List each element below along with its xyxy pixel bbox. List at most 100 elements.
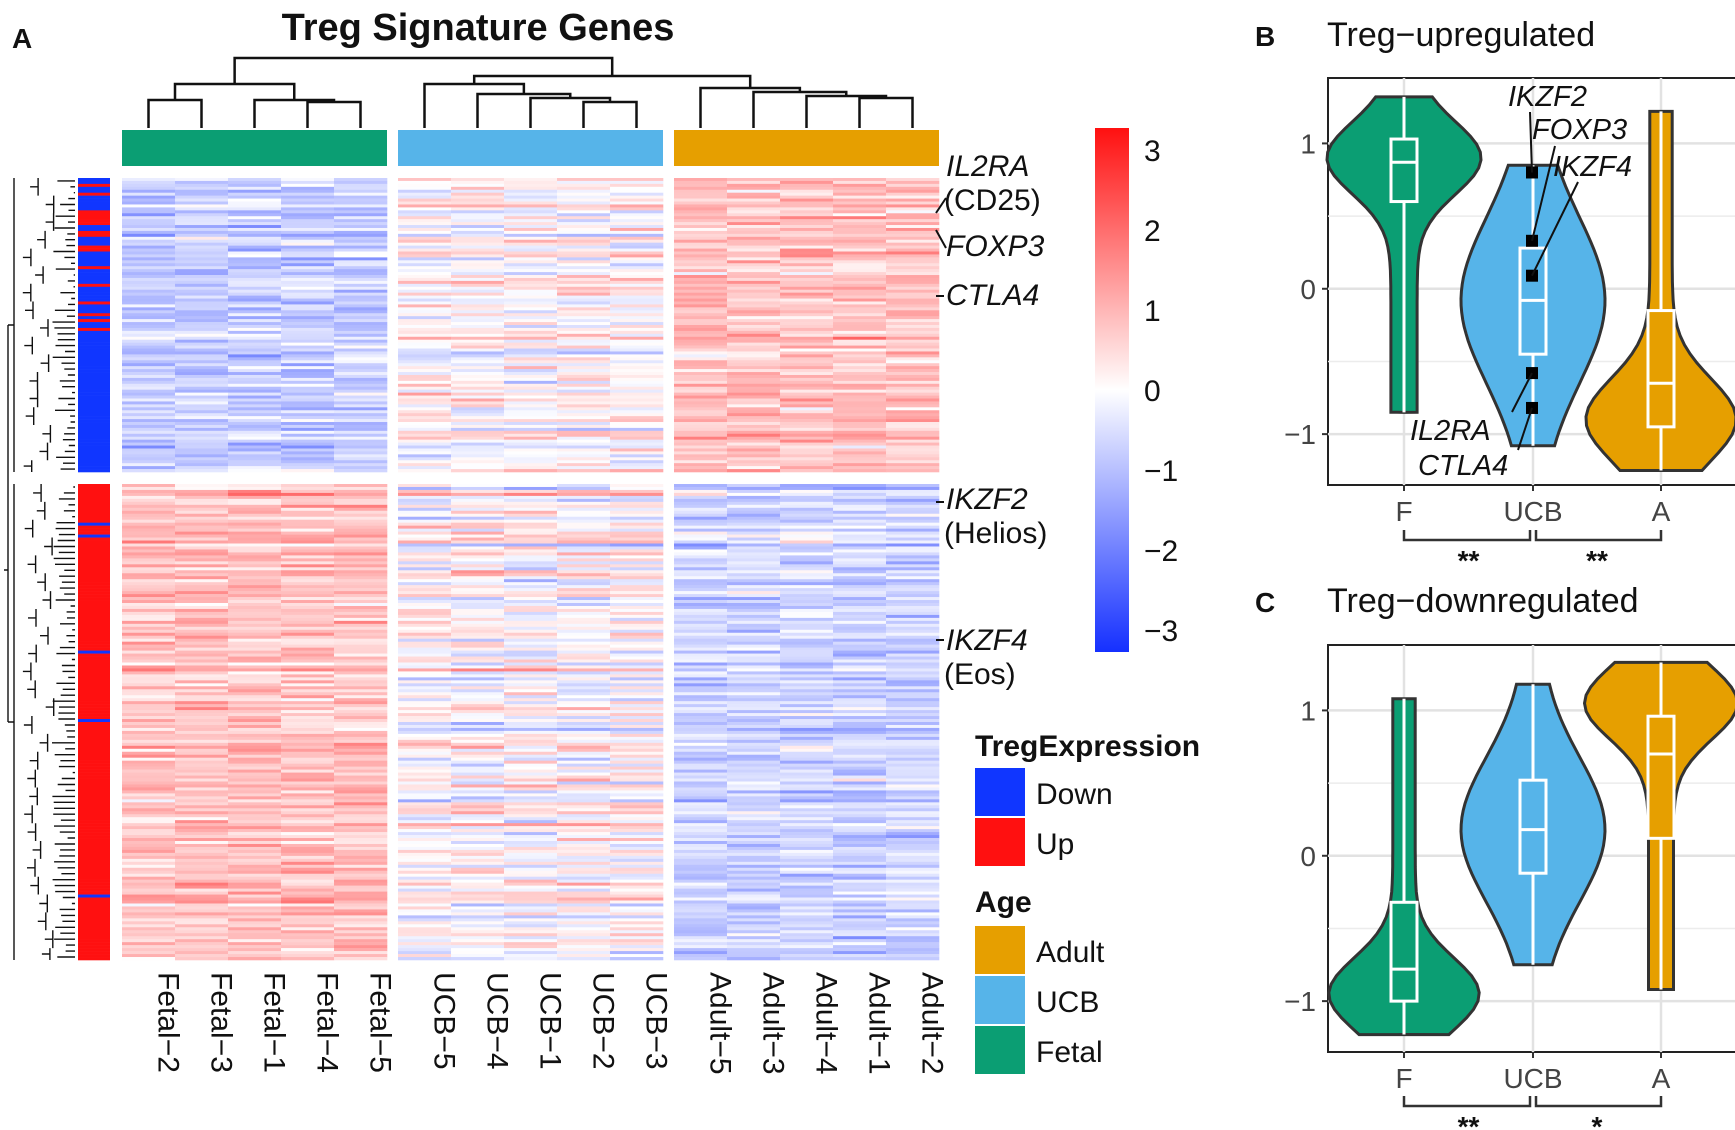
heatmap-cell [228, 888, 282, 892]
heatmap-cell [451, 366, 505, 370]
heatmap-cell [228, 489, 282, 494]
heatmap-cell [504, 585, 558, 589]
heatmap-cell [727, 683, 781, 687]
heatmap-cell [504, 909, 558, 913]
heatmap-cell [780, 242, 834, 246]
dendrogram [4, 56, 914, 960]
heatmap-cell [504, 873, 558, 877]
heatmap-cell [228, 501, 282, 506]
heatmap-cell [122, 549, 176, 553]
heatmap-cell [228, 942, 282, 946]
heatmap-cell [281, 216, 335, 220]
heatmap-cell [281, 802, 335, 806]
heatmap-cell [833, 433, 887, 438]
heatmap-cell [504, 357, 558, 361]
heatmap-cell [727, 298, 781, 302]
heatmap-cell [228, 351, 282, 355]
heatmap-cell [557, 668, 611, 672]
heatmap-cell [281, 832, 335, 836]
heatmap-cell [175, 698, 229, 702]
heatmap-cell [557, 778, 611, 782]
heatmap-cell [886, 600, 940, 604]
heatmap-cell [281, 242, 335, 246]
heatmap-cell [451, 864, 505, 869]
heatmap-cell [398, 504, 452, 509]
heatmap-cell [886, 579, 940, 583]
heatmap-cell [780, 817, 834, 821]
heatmap-cell [610, 263, 664, 267]
heatmap-cell [334, 283, 388, 288]
heatmap-cell [780, 677, 834, 681]
heatmap-cell [780, 377, 834, 382]
treg-annotation-cell [78, 339, 110, 343]
heatmap-cell [175, 763, 229, 767]
heatmap-cell [281, 626, 335, 631]
heatmap-cell [228, 304, 282, 308]
heatmap-cell [674, 790, 728, 794]
heatmap-cell [610, 858, 664, 863]
heatmap-cell [833, 186, 887, 191]
heatmap-cell [228, 272, 282, 276]
heatmap-cell [398, 325, 452, 329]
heatmap-cell [674, 873, 728, 877]
heatmap-cell [557, 531, 611, 535]
heatmap-cell [122, 930, 176, 934]
heatmap-cell [281, 369, 335, 373]
heatmap-cell [780, 897, 834, 901]
heatmap-cell [228, 686, 282, 690]
heatmap-cell [175, 665, 229, 669]
heatmap-cell [504, 680, 558, 684]
heatmap-cell [228, 823, 282, 827]
heatmap-cell [228, 671, 282, 675]
heatmap-cell [334, 579, 388, 583]
heatmap-cell [886, 680, 940, 684]
treg-annotation-cell [78, 730, 110, 735]
heatmap-cell [674, 736, 728, 741]
heatmap-cell [886, 933, 940, 937]
treg-annotation-cell [78, 507, 110, 512]
heatmap-cell [610, 513, 664, 518]
heatmap-cell [886, 504, 940, 509]
heatmap-cell [398, 525, 452, 529]
heatmap-cell [557, 692, 611, 696]
heatmap-cell [451, 775, 505, 779]
heatmap-cell [674, 814, 728, 818]
heatmap-cell [122, 695, 176, 699]
treg-annotation-cell [78, 754, 110, 758]
treg-annotation-cell [78, 662, 110, 666]
heatmap-cell [122, 680, 176, 684]
heatmap-cell [228, 289, 282, 293]
heatmap-cell [504, 354, 558, 358]
heatmap-cell [281, 204, 335, 208]
heatmap-cell [780, 870, 834, 875]
heatmap-cell [610, 835, 664, 839]
heatmap-cell [610, 710, 664, 714]
heatmap-cell [504, 298, 558, 302]
heatmap-cell [833, 614, 887, 619]
heatmap-cell [674, 846, 728, 851]
heatmap-cell [886, 915, 940, 919]
heatmap-cell [281, 841, 335, 845]
heatmap-cell [228, 374, 282, 379]
heatmap-cell [610, 351, 664, 355]
heatmap-cell [451, 921, 505, 925]
heatmap-cell [175, 463, 229, 467]
heatmap-cell [833, 817, 887, 821]
heatmap-cell [886, 257, 940, 261]
heatmap-cell [674, 802, 728, 806]
column-dendrogram [147, 56, 914, 128]
heatmap-cell [281, 573, 335, 577]
heatmap-cell [833, 677, 887, 681]
heatmap-cell [398, 600, 452, 604]
heatmap-cell [886, 195, 940, 199]
heatmap-cell [451, 213, 505, 217]
heatmap-cell [398, 597, 452, 601]
treg-annotation-cell [78, 939, 110, 943]
heatmap-cell [281, 876, 335, 880]
heatmap-cell [281, 325, 335, 329]
heatmap-cell [504, 445, 558, 449]
treg-annotation-cell [78, 608, 110, 613]
heatmap-cell [451, 936, 505, 940]
heatmap-cell [504, 275, 558, 279]
heatmap-cell [398, 817, 452, 821]
